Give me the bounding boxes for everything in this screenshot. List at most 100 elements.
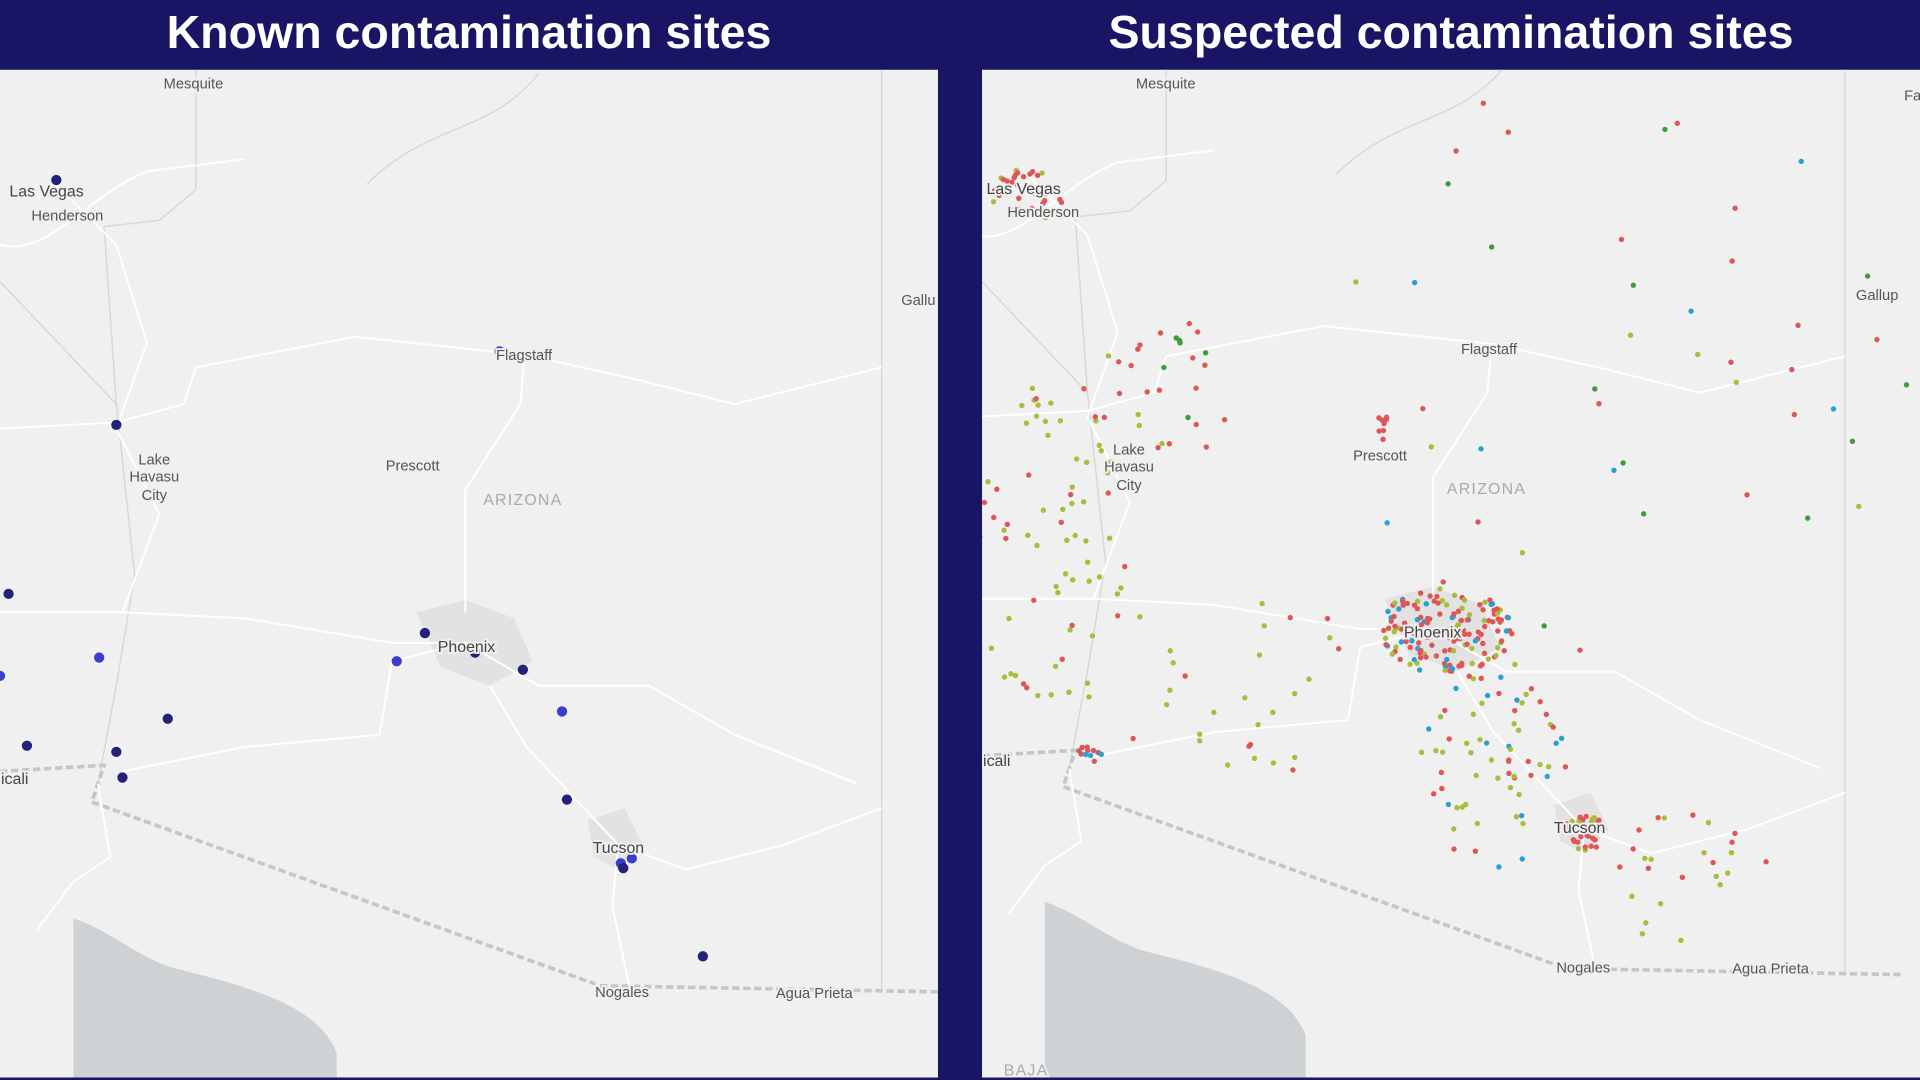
suspected-site: [1494, 606, 1500, 612]
suspected-site: [1497, 619, 1503, 625]
suspected-site: [1014, 182, 1021, 188]
suspected-site: [1379, 417, 1385, 423]
suspected-site: [1167, 648, 1173, 654]
suspected-site: [1438, 769, 1445, 776]
suspected-site: [1506, 770, 1512, 777]
suspected-site: [1409, 638, 1415, 644]
suspected-site: [1194, 329, 1201, 335]
suspected-site: [1270, 709, 1276, 715]
suspected-site: [1496, 690, 1502, 697]
suspected-site: [1084, 559, 1091, 565]
place-label: icali: [1, 771, 28, 788]
suspected-site: [1516, 791, 1522, 798]
suspected-site: [1072, 532, 1078, 539]
suspected-site: [1466, 673, 1472, 679]
place-label: Fa: [1904, 89, 1920, 105]
suspected-site: [1069, 484, 1075, 490]
suspected-site: [1069, 500, 1075, 507]
suspected-site: [1442, 707, 1448, 714]
suspected-site: [1437, 586, 1443, 592]
suspected-site: [1114, 613, 1121, 619]
suspected-site: [1642, 855, 1648, 862]
suspected-site: [1618, 236, 1625, 243]
suspected-site: [1053, 583, 1059, 590]
suspected-site: [1640, 511, 1647, 517]
suspected-site: [1135, 411, 1141, 418]
place-label: City: [1116, 478, 1142, 494]
suspected-site: [1040, 507, 1047, 513]
suspected-site: [1442, 648, 1448, 654]
suspected-site: [1674, 120, 1680, 126]
suspected-site: [1458, 617, 1465, 624]
suspected-site: [1469, 645, 1475, 652]
suspected-site: [1057, 418, 1064, 424]
suspected-site: [1035, 402, 1041, 408]
suspected-site: [1122, 563, 1128, 570]
suspected-site: [1464, 641, 1470, 647]
suspected-site: [1048, 400, 1054, 406]
suspected-site: [982, 535, 983, 539]
suspected-site: [1562, 764, 1569, 770]
suspected-site: [1001, 674, 1008, 680]
suspected-site: [1166, 441, 1173, 447]
suspected-site: [1128, 362, 1134, 369]
suspected-site: [1042, 418, 1049, 425]
place-label: City: [142, 488, 168, 504]
suspected-site: [1435, 600, 1441, 606]
suspected-site: [1498, 638, 1505, 644]
suspected-site: [1382, 635, 1389, 642]
suspected-site: [1167, 687, 1173, 693]
place-label: Lake: [138, 452, 170, 468]
suspected-site: [1733, 379, 1740, 386]
suspected-site: [1598, 824, 1604, 831]
suspected-site: [1451, 846, 1457, 852]
suspected-site: [1157, 330, 1164, 336]
place-label: Mesquite: [164, 76, 224, 92]
suspected-site: [1114, 591, 1121, 597]
suspected-site: [1434, 631, 1440, 638]
suspected-site: [1385, 625, 1392, 631]
suspected-site: [1418, 749, 1425, 756]
suspected-site: [1494, 610, 1501, 616]
suspected-site: [1477, 663, 1484, 669]
suspected-site: [1013, 213, 1019, 219]
suspected-site: [1481, 617, 1487, 624]
suspected-site: [1459, 804, 1465, 810]
suspected-site: [1080, 499, 1087, 505]
suspected-site: [1458, 662, 1465, 669]
suspected-site: [1444, 656, 1450, 663]
suspected-site: [1411, 602, 1418, 608]
suspected-site: [1478, 631, 1484, 638]
known-site: [419, 627, 431, 639]
suspected-site: [1246, 743, 1252, 749]
place-label: Agua Prieta: [1732, 962, 1810, 978]
suspected-site: [1004, 521, 1011, 528]
suspected-site: [1710, 859, 1716, 866]
suspected-site: [1034, 542, 1040, 549]
suspected-site: [1089, 633, 1096, 639]
suspected-site: [1509, 631, 1515, 637]
suspected-site: [1006, 615, 1012, 622]
suspected-site: [1270, 760, 1277, 766]
suspected-site: [1173, 335, 1179, 341]
suspected-site: [1221, 417, 1228, 423]
suspected-site: [1639, 931, 1646, 937]
known-site: [517, 664, 528, 675]
suspected-site: [1648, 856, 1654, 863]
suspected-site: [1155, 444, 1161, 451]
suspected-site: [1014, 170, 1021, 176]
suspected-site: [1064, 537, 1070, 543]
suspected-site: [1480, 100, 1487, 106]
suspected-site: [1728, 850, 1735, 856]
suspected-site: [1159, 440, 1165, 447]
suspected-site: [1611, 467, 1617, 473]
suspected-site: [1490, 619, 1496, 625]
suspected-site: [1593, 844, 1599, 850]
suspected-site: [1414, 626, 1421, 632]
suspected-site: [1418, 614, 1424, 621]
suspected-site: [1156, 387, 1163, 393]
suspected-site: [1523, 691, 1529, 698]
suspected-site: [1093, 418, 1099, 424]
suspected-site: [1058, 199, 1065, 206]
suspected-site: [1105, 490, 1111, 496]
